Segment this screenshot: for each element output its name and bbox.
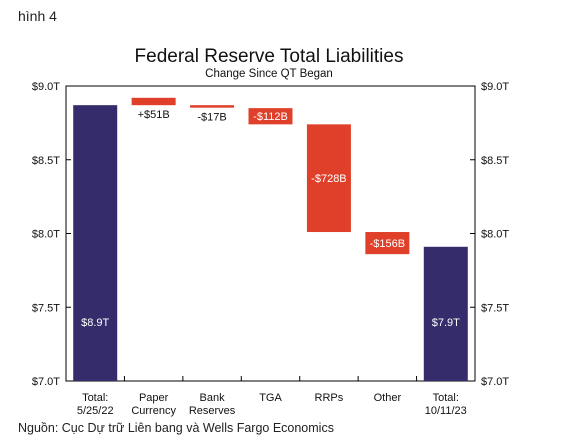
x-axis-categories: Total: 5/25/22 Paper Currency Bank Reserves TG… bbox=[77, 376, 467, 417]
x-category-label: Other bbox=[374, 392, 402, 404]
y-tick-label-left: $8.5T bbox=[32, 155, 60, 167]
x-category-label: Total: 5/25/22 bbox=[77, 392, 114, 417]
y-tick-label-right: $8.5T bbox=[481, 155, 509, 167]
x-category-label: TGA bbox=[259, 392, 282, 404]
x-category-label: RRPs bbox=[315, 392, 344, 404]
x-category-label: Paper Currency bbox=[131, 392, 176, 417]
y-tick-label-left: $7.0T bbox=[32, 376, 60, 388]
y-tick-label-left: $9.0T bbox=[32, 81, 60, 93]
bar-0 bbox=[73, 105, 118, 382]
y-axis-left: $7.0T $7.5T $8.0T $8.5T $9.0T bbox=[32, 81, 71, 388]
bar-2 bbox=[190, 105, 235, 108]
source-note: Nguồn: Cục Dự trữ Liên bang và Wells Far… bbox=[18, 421, 334, 435]
bar-label-3: -$112B bbox=[253, 111, 288, 123]
y-axis-right: $7.0T $7.5T $8.0T $8.5T $9.0T bbox=[470, 81, 509, 388]
y-tick-label-right: $8.0T bbox=[481, 229, 509, 241]
bar-3 bbox=[248, 108, 293, 125]
bar-4 bbox=[306, 124, 351, 233]
bar-5 bbox=[365, 232, 410, 255]
bar-1 bbox=[131, 97, 176, 106]
bar-label-0: $8.9T bbox=[81, 317, 109, 329]
x-category-label: Bank Reserves bbox=[189, 392, 236, 417]
chart-title: Federal Reserve Total Liabilities bbox=[135, 46, 404, 67]
bar-series: $8.9T +$51B -$17B -$112B -$728B -$156B $7.9T bbox=[73, 97, 468, 382]
y-tick-label-right: $9.0T bbox=[481, 81, 509, 93]
bar-label-4: -$728B bbox=[311, 173, 346, 185]
bar-label-5: -$156B bbox=[370, 238, 405, 250]
x-category-label: Total: 10/11/23 bbox=[425, 392, 467, 417]
figure-caption: hình 4 bbox=[18, 8, 57, 24]
bar-6 bbox=[423, 246, 468, 381]
bar-label-6: $7.9T bbox=[432, 317, 460, 329]
chart-subtitle: Change Since QT Began bbox=[205, 68, 333, 80]
bar-label-1: +$51B bbox=[138, 109, 170, 121]
bar-label-2: -$17B bbox=[197, 112, 226, 124]
y-tick-label-left: $7.5T bbox=[32, 302, 60, 314]
y-tick-label-left: $8.0T bbox=[32, 229, 60, 241]
plot-frame bbox=[65, 85, 476, 382]
y-tick-label-right: $7.0T bbox=[481, 376, 509, 388]
y-tick-label-right: $7.5T bbox=[481, 302, 509, 314]
